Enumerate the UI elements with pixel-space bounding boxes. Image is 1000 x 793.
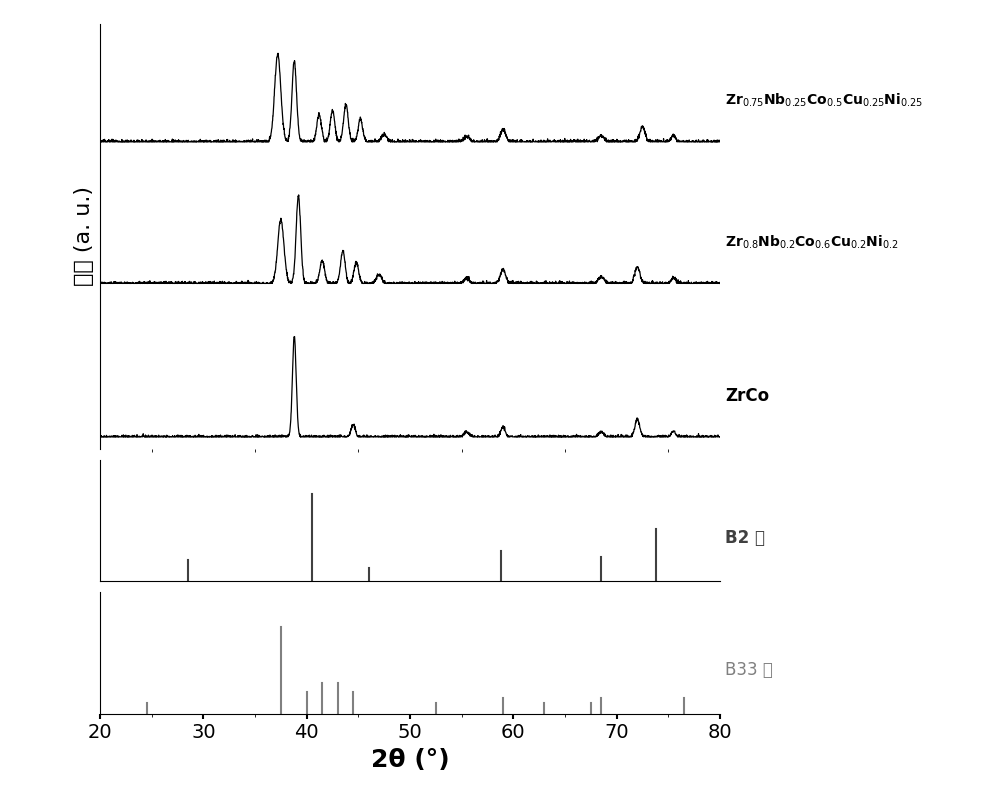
- Text: Zr$_{0.75}$Nb$_{0.25}$Co$_{0.5}$Cu$_{0.25}$Ni$_{0.25}$: Zr$_{0.75}$Nb$_{0.25}$Co$_{0.5}$Cu$_{0.2…: [725, 92, 923, 109]
- X-axis label: 2θ (°): 2θ (°): [371, 748, 449, 772]
- Text: B33 相: B33 相: [725, 661, 773, 680]
- Text: ZrCo: ZrCo: [725, 386, 769, 404]
- Text: Zr$_{0.8}$Nb$_{0.2}$Co$_{0.6}$Cu$_{0.2}$Ni$_{0.2}$: Zr$_{0.8}$Nb$_{0.2}$Co$_{0.6}$Cu$_{0.2}$…: [725, 233, 898, 251]
- Y-axis label: 峰强 (a. u.): 峰强 (a. u.): [74, 186, 94, 286]
- Text: B2 相: B2 相: [725, 529, 765, 547]
